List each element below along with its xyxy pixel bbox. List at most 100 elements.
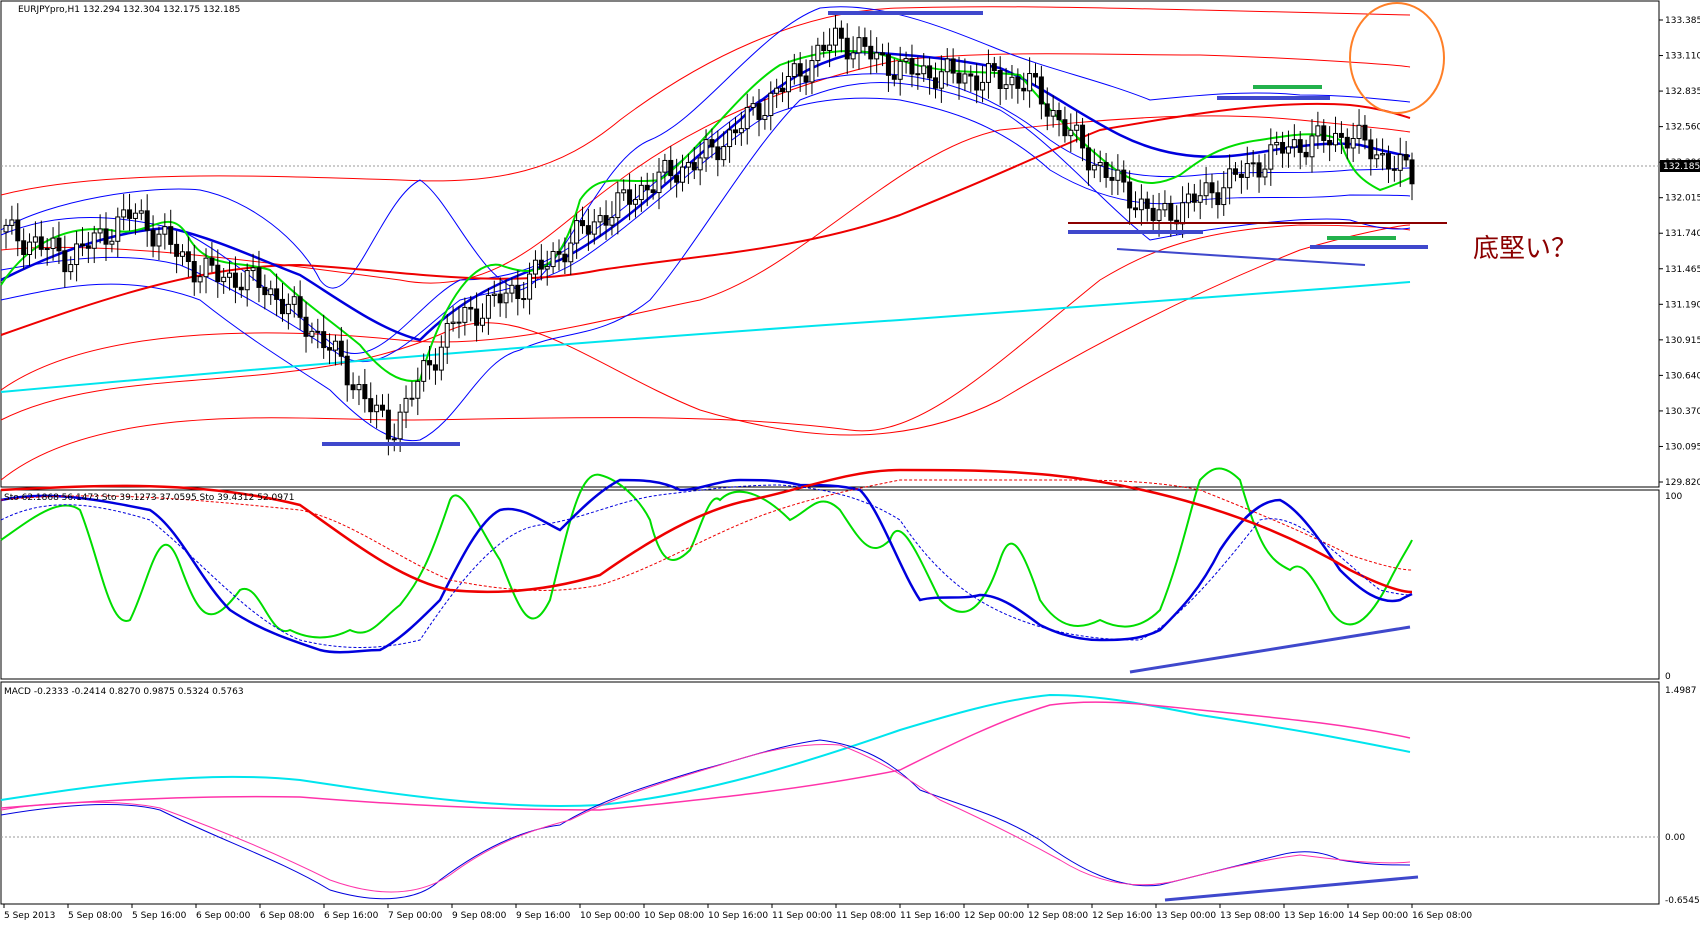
candle-body — [44, 248, 50, 251]
candlesticks — [3, 14, 1415, 456]
y-tick-label: 130.640 — [1665, 371, 1700, 381]
candle-body — [915, 73, 921, 76]
candle-body — [385, 409, 391, 440]
candle-body — [550, 250, 556, 268]
candle-body — [697, 157, 703, 171]
main-panel — [0, 0, 1660, 488]
candle-body — [1385, 153, 1391, 170]
candle-body — [1144, 198, 1150, 209]
candle-body — [1127, 181, 1133, 209]
candle-body — [1062, 119, 1068, 137]
candle-body — [27, 241, 33, 255]
candle-body — [256, 267, 262, 288]
candle-body — [1091, 164, 1097, 171]
candle-body — [1150, 207, 1156, 221]
candle-body — [480, 317, 486, 326]
stoch-y-axis: 100 0 — [1665, 492, 1682, 682]
candle-body — [927, 65, 933, 79]
candle-body — [1209, 182, 1215, 194]
x-tick-label: 14 Sep 00:00 — [1348, 911, 1408, 921]
ma-green-line — [0, 49, 1411, 382]
macd-panel — [0, 681, 1660, 905]
x-tick-label: 10 Sep 16:00 — [708, 911, 768, 921]
stoch-tick-label: 0 — [1665, 672, 1671, 682]
candle-body — [650, 189, 656, 194]
candle-body — [868, 45, 874, 60]
candle-body — [238, 286, 244, 291]
candle-body — [709, 139, 715, 148]
y-tick-label: 130.370 — [1665, 407, 1700, 417]
candle-body — [962, 73, 968, 84]
candle-body — [615, 192, 621, 219]
candle-body — [609, 217, 615, 226]
candle-body — [921, 65, 927, 75]
candle-body — [1244, 163, 1250, 178]
candle-body — [185, 251, 191, 263]
candle-body — [1191, 193, 1197, 203]
candle-body — [1015, 76, 1021, 89]
candle-body — [774, 87, 780, 94]
candle-body — [197, 276, 203, 283]
candle-body — [68, 264, 74, 273]
candle-body — [403, 397, 409, 413]
candle-body — [285, 303, 291, 315]
candle-body — [750, 103, 756, 108]
candle-body — [1080, 124, 1086, 149]
candle-body — [738, 128, 744, 134]
candle-body — [574, 220, 580, 244]
candle-body — [503, 292, 509, 304]
candle-body — [1256, 162, 1262, 178]
candle-body — [662, 159, 668, 173]
sto-blue-dotted — [0, 484, 1413, 648]
sto-red-dotted — [0, 479, 1413, 591]
candle-body — [91, 232, 97, 249]
candle-body — [1233, 168, 1239, 175]
y-tick-label: 132.560 — [1665, 123, 1700, 133]
candle-body — [1338, 132, 1344, 138]
candle-body — [1068, 129, 1074, 137]
macd-cyan-line — [0, 693, 1411, 807]
candle-body — [644, 184, 650, 191]
candle-body — [956, 72, 962, 84]
annotation-label: 底堅い？ — [1473, 234, 1577, 264]
candle-body — [291, 296, 297, 305]
candle-body — [474, 308, 480, 326]
x-axis: 5 Sep 2013 5 Sep 08:00 5 Sep 16:00 6 Sep 00… — [3, 904, 1472, 921]
candle-body — [627, 189, 633, 205]
candle-body — [250, 267, 256, 272]
candle-body — [638, 184, 644, 201]
candle-body — [15, 219, 21, 242]
x-tick-label: 9 Sep 16:00 — [516, 911, 571, 921]
y-tick-label: 131.465 — [1665, 265, 1700, 275]
x-tick-label: 16 Sep 08:00 — [1412, 911, 1472, 921]
candle-body — [321, 331, 327, 349]
candle-body — [1109, 176, 1115, 181]
candle-body — [74, 243, 80, 266]
y-tick-label: 132.015 — [1665, 194, 1700, 204]
candle-body — [597, 215, 603, 223]
x-tick-label: 11 Sep 16:00 — [900, 911, 960, 921]
candle-body — [1056, 109, 1062, 121]
candle-body — [721, 146, 727, 161]
candle-body — [1397, 154, 1403, 171]
candle-body — [1097, 161, 1103, 166]
candle-body — [380, 404, 386, 411]
candle-body — [103, 228, 109, 245]
candle-body — [968, 73, 974, 77]
macd-tick-label: 1.4987 — [1665, 686, 1697, 696]
candle-body — [1238, 173, 1244, 178]
candle-body — [415, 380, 421, 399]
candle-body — [468, 306, 474, 310]
candle-body — [274, 288, 280, 300]
macd-divergence-line — [1164, 875, 1419, 902]
macd-magenta-signal — [0, 744, 1411, 893]
macd-y-axis: 1.4987 0.00 -0.6545 — [1665, 686, 1700, 906]
candle-body — [50, 237, 56, 250]
candle-body — [985, 63, 991, 83]
macd-pink-line — [0, 701, 1411, 811]
candle-body — [409, 397, 415, 400]
candle-body — [803, 75, 809, 83]
candle-body — [497, 293, 503, 304]
sto-red-line — [0, 468, 1413, 594]
